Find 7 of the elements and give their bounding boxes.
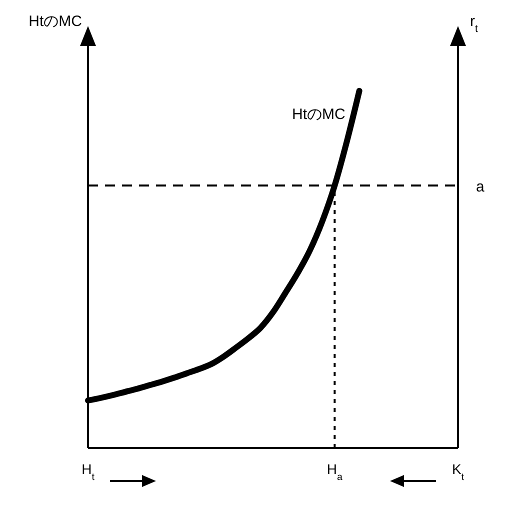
x-tick-label: H$_{t}$ <box>82 461 95 482</box>
x-tick-label: H$_{a}$ <box>326 461 344 482</box>
ref-line-label: a <box>476 178 485 196</box>
x-tick-label: K$_{t}$ <box>452 461 464 482</box>
y-axis-title: HtのMC <box>28 13 82 30</box>
annotation: HtのMC <box>292 106 346 123</box>
y2-axis-title: r$_{t}$ <box>470 13 478 35</box>
